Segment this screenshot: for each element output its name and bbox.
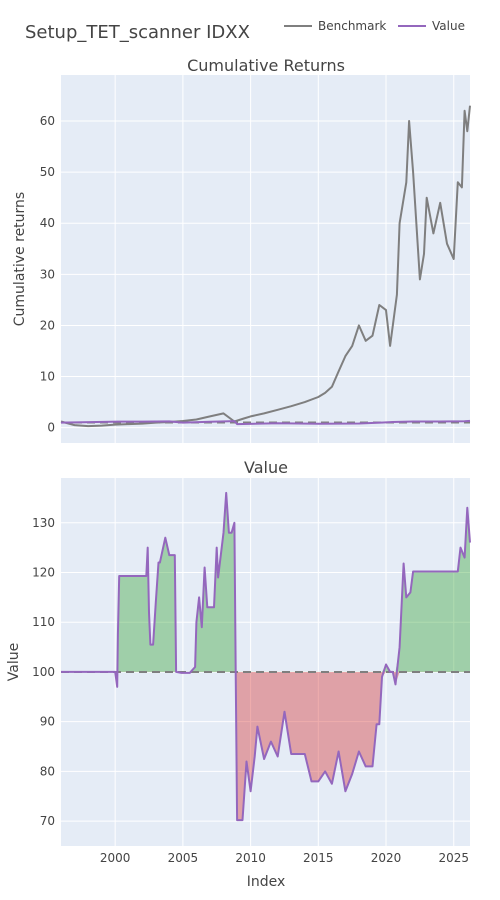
legend[interactable]: Benchmark Value [284, 19, 465, 33]
series-line-value[interactable] [60, 419, 471, 426]
y-tick-label: 10 [40, 370, 55, 384]
subplot-title-cumulative-returns: Cumulative Returns [187, 56, 345, 75]
fill-above-baseline [61, 492, 470, 672]
subplot-title-value: Value [244, 458, 288, 477]
chart-title: Setup_TET_scanner IDXX [25, 22, 250, 43]
y-tick-label: 50 [40, 165, 55, 179]
plot-area-background [61, 478, 470, 846]
x-tick-label: 2025 [438, 851, 469, 865]
x-tick-label: 2010 [235, 851, 266, 865]
x-axis-title: Index [247, 874, 286, 890]
y-tick-label: 80 [40, 764, 55, 778]
y-tick-label: 120 [32, 565, 55, 579]
fill-below-baseline [61, 671, 470, 821]
x-tick-label: 2000 [100, 851, 131, 865]
legend-value-label[interactable]: Value [432, 19, 465, 33]
y-tick-label: 30 [40, 267, 55, 281]
plot-area-background [61, 75, 470, 443]
subplot-1: 0 10 20 30 40 50 60 [40, 75, 471, 443]
x-tick-label: 2015 [303, 851, 334, 865]
y-tick-label: 130 [32, 516, 55, 530]
y-tick-label: 110 [32, 615, 55, 629]
y-tick-label: 0 [47, 421, 55, 435]
series-line-value[interactable] [61, 491, 471, 822]
y-axis-title-cumulative-returns: Cumulative returns [12, 192, 28, 326]
y-tick-label: 90 [40, 715, 55, 729]
x-tick-label: 2005 [168, 851, 199, 865]
legend-benchmark-label[interactable]: Benchmark [318, 19, 386, 33]
y-tick-label: 40 [40, 216, 55, 230]
y-tick-label: 60 [40, 114, 55, 128]
x-tick-label: 2020 [371, 851, 402, 865]
y-tick-label: 20 [40, 318, 55, 332]
y-tick-label: 100 [32, 665, 55, 679]
subplot-2: 70 80 90 100 110 120 130 2000 2005 2010 2015 2020 20… [32, 478, 471, 865]
y-tick-label: 70 [40, 814, 55, 828]
y-axis-title-value: Value [6, 643, 22, 681]
